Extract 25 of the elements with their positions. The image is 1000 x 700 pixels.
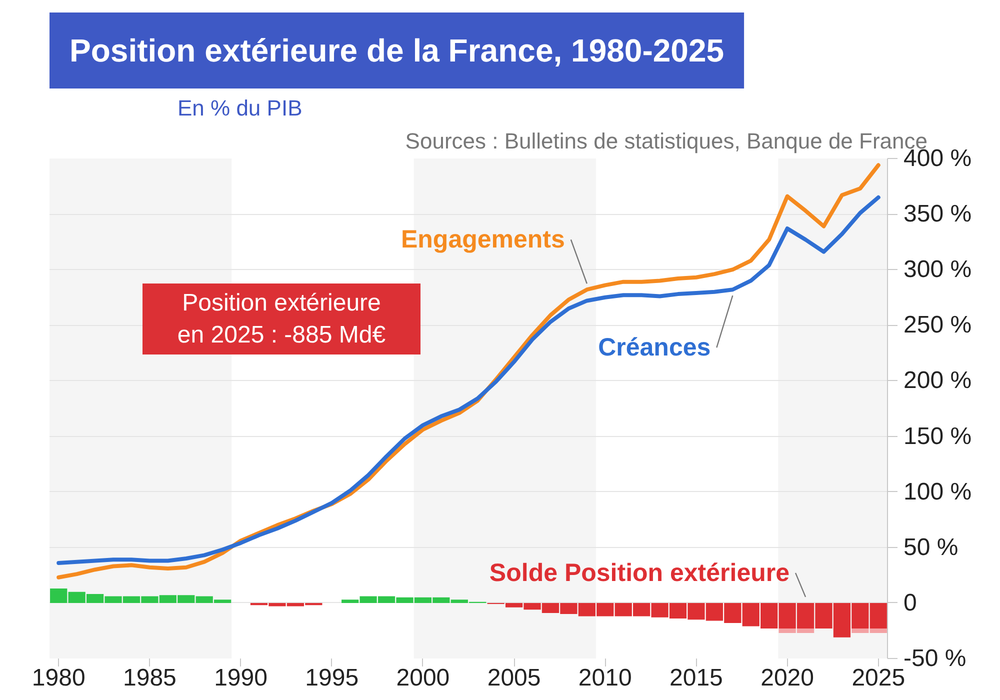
- x-tick-label: 2020: [760, 664, 814, 692]
- y-tick-label: 50 %: [904, 534, 958, 561]
- y-tick-label: -50 %: [904, 645, 966, 672]
- series-label: Engagements: [400, 226, 565, 254]
- x-tick-label: 2000: [396, 664, 450, 692]
- chart-title: Position extérieure de la France, 1980-2025: [70, 32, 724, 68]
- x-tick-label: 1990: [214, 664, 268, 692]
- x-tick-label: 2005: [487, 664, 541, 692]
- y-tick-label: 150 %: [904, 422, 972, 450]
- chart-subtitle: En % du PIB: [178, 96, 302, 120]
- y-tick-label: 250 %: [904, 312, 972, 339]
- series-label: Solde Position extérieure: [489, 558, 790, 587]
- y-tick-label: 0: [904, 589, 917, 616]
- y-tick-label: 350 %: [904, 200, 972, 228]
- y-tick-label: 100 %: [904, 478, 972, 506]
- y-tick-label: 200 %: [904, 367, 972, 394]
- x-tick-label: 1995: [305, 664, 359, 692]
- x-tick-label: 2015: [670, 664, 723, 692]
- x-tick-label: 1980: [32, 664, 86, 692]
- y-tick-label: 300 %: [904, 256, 972, 284]
- x-tick-label: 2010: [578, 664, 632, 692]
- x-tick-label: 2025: [852, 664, 906, 692]
- x-tick-label: 1985: [123, 664, 176, 692]
- series-label: Créances: [598, 334, 711, 362]
- annotation: Position extérieure en 2025 : -885 Md€: [177, 289, 386, 349]
